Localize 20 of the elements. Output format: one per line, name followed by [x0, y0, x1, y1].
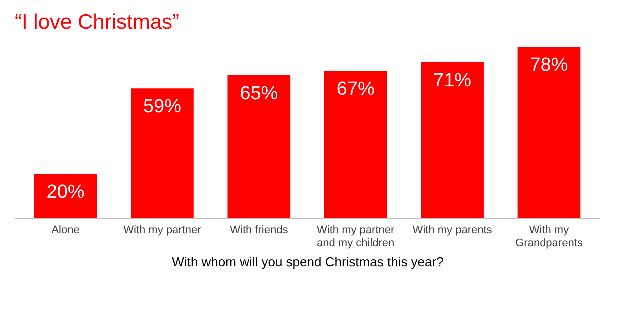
x-tick-label: With my partner and my children	[317, 224, 395, 250]
bar	[228, 76, 291, 218]
x-axis-title: With whom will you spend Christmas this year?	[172, 254, 444, 270]
data-label: 59%	[143, 96, 182, 118]
data-label: 67%	[336, 79, 375, 100]
bar	[324, 71, 388, 218]
bar	[421, 62, 484, 218]
bar	[131, 88, 194, 218]
x-tick-label: With friends	[230, 224, 289, 236]
data-label: 78%	[530, 55, 568, 76]
bar	[34, 174, 98, 218]
data-label: 65%	[240, 84, 278, 104]
data-label: 71%	[434, 70, 472, 92]
data-label: 20%	[46, 182, 85, 204]
bar	[518, 47, 581, 218]
chart-title: “I love Christmas”	[15, 11, 180, 34]
x-tick-label: With my parents	[412, 224, 493, 236]
x-tick-label: With my Grandparents	[516, 224, 584, 250]
x-tick-label: Alone	[52, 224, 80, 236]
x-tick-label: With my partner	[124, 224, 202, 236]
